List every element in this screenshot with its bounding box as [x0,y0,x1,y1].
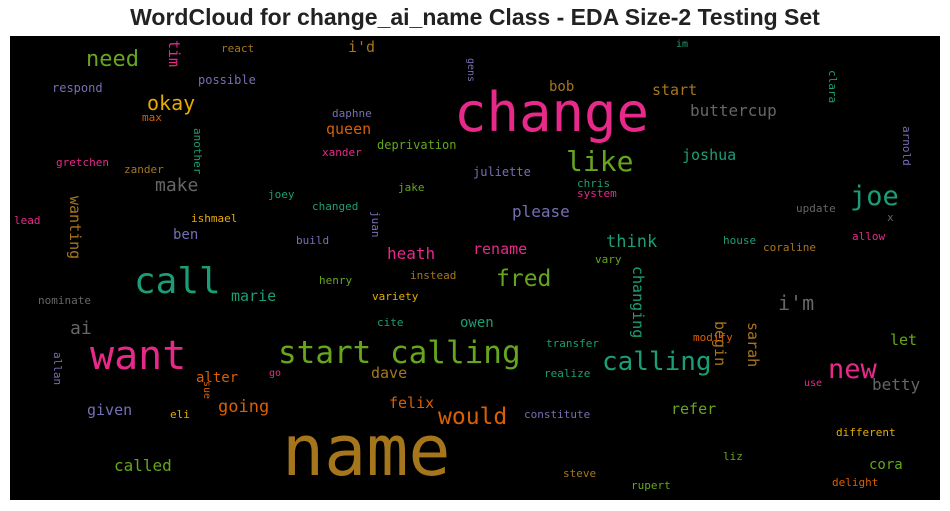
word-fred: fred [496,266,552,292]
word-chris: chris [577,177,611,190]
word-sarah: sarah [744,322,762,368]
word-update: update [796,202,836,215]
word-coraline: coraline [763,241,816,254]
word-gens: gens [465,58,476,83]
word-ishmael: ishmael [191,212,238,225]
word-delight: delight [832,476,879,489]
word-tim: tim [165,40,183,68]
word-called: called [114,456,172,475]
word-another: another [191,128,204,175]
word-changing: changing [629,266,647,339]
word-felix: felix [389,394,435,412]
word-use: use [804,378,823,389]
word-would: would [438,404,508,430]
word-heath: heath [387,244,436,263]
word-nominate: nominate [38,294,91,307]
word-going: going [218,397,270,417]
word-ai: ai [70,318,92,339]
word-x: x [887,211,894,224]
word-joey: joey [268,188,295,201]
word-new: new [828,354,877,385]
word-i-m: i'm [778,291,815,315]
word-jake: jake [398,181,425,194]
word-constitute: constitute [524,408,591,421]
word-transfer: transfer [546,337,599,350]
word-cora: cora [869,457,903,473]
word-variety: variety [372,290,419,303]
word-arnold: arnold [900,126,913,166]
word-change: change [454,81,650,144]
word-want: want [90,333,187,379]
word-max: max [142,111,162,124]
word-allow: allow [852,230,886,243]
word-cite: cite [377,316,404,329]
word-xander: xander [322,146,362,159]
word-like: like [566,145,634,178]
word-clara: clara [826,70,839,104]
word-react: react [221,42,255,55]
word-bob: bob [549,79,575,95]
word-steve: steve [563,467,597,480]
word-juliette: juliette [473,165,531,179]
word-queen: queen [326,120,372,138]
word-respond: respond [52,81,103,95]
word-calling: calling [602,347,712,377]
word-start-calling: start calling [278,335,521,371]
word-ben: ben [173,227,199,243]
word-given: given [87,401,133,419]
word-let: let [890,331,918,349]
word-think: think [606,232,658,252]
word-possible: possible [198,73,256,87]
word-go: go [269,368,282,379]
word-gretchen: gretchen [56,156,109,169]
word-make: make [155,175,199,196]
word-changed: changed [312,200,359,213]
word-build: build [296,234,330,247]
word-realize: realize [544,367,591,380]
word-house: house [723,234,757,247]
word-modify: modify [693,331,733,344]
word-juan: juan [369,211,382,238]
word-henry: henry [319,274,353,287]
word-call: call [134,261,221,302]
word-joe: joe [850,181,899,212]
word-i-d: i'd [348,38,376,56]
word-marie: marie [231,287,277,305]
word-rupert: rupert [631,479,671,492]
word-wanting: wanting [66,196,84,260]
word-liz: liz [723,450,743,463]
word-deprivation: deprivation [377,138,457,152]
word-alter: alter [196,370,239,386]
chart-title: WordCloud for change_ai_name Class - EDA… [130,4,820,30]
word-refer: refer [671,400,717,418]
word-zander: zander [124,163,164,176]
word-need: need [86,47,139,72]
word-eli: eli [170,408,190,421]
word-okay: okay [147,91,196,115]
word-daphne: daphne [332,107,372,120]
word-different: different [836,426,896,439]
wordcloud-canvas: name change want start calling call calling ne… [10,36,940,500]
word-rename: rename [473,240,528,258]
word-system: system [577,187,617,200]
word-sue: sue [201,381,212,400]
word-instead: instead [410,269,457,282]
word-owen: owen [460,315,494,331]
word-please: please [512,202,570,221]
word-betty: betty [872,375,921,394]
word-allan: allan [51,352,64,386]
word-dave: dave [371,364,408,382]
word-joshua: joshua [682,146,737,164]
word-start: start [652,81,698,99]
word-lead: lead [14,214,41,227]
word-name: name [282,410,451,492]
word-vary: vary [595,253,622,266]
word-buttercup: buttercup [690,101,777,120]
word-im: im [676,39,689,50]
